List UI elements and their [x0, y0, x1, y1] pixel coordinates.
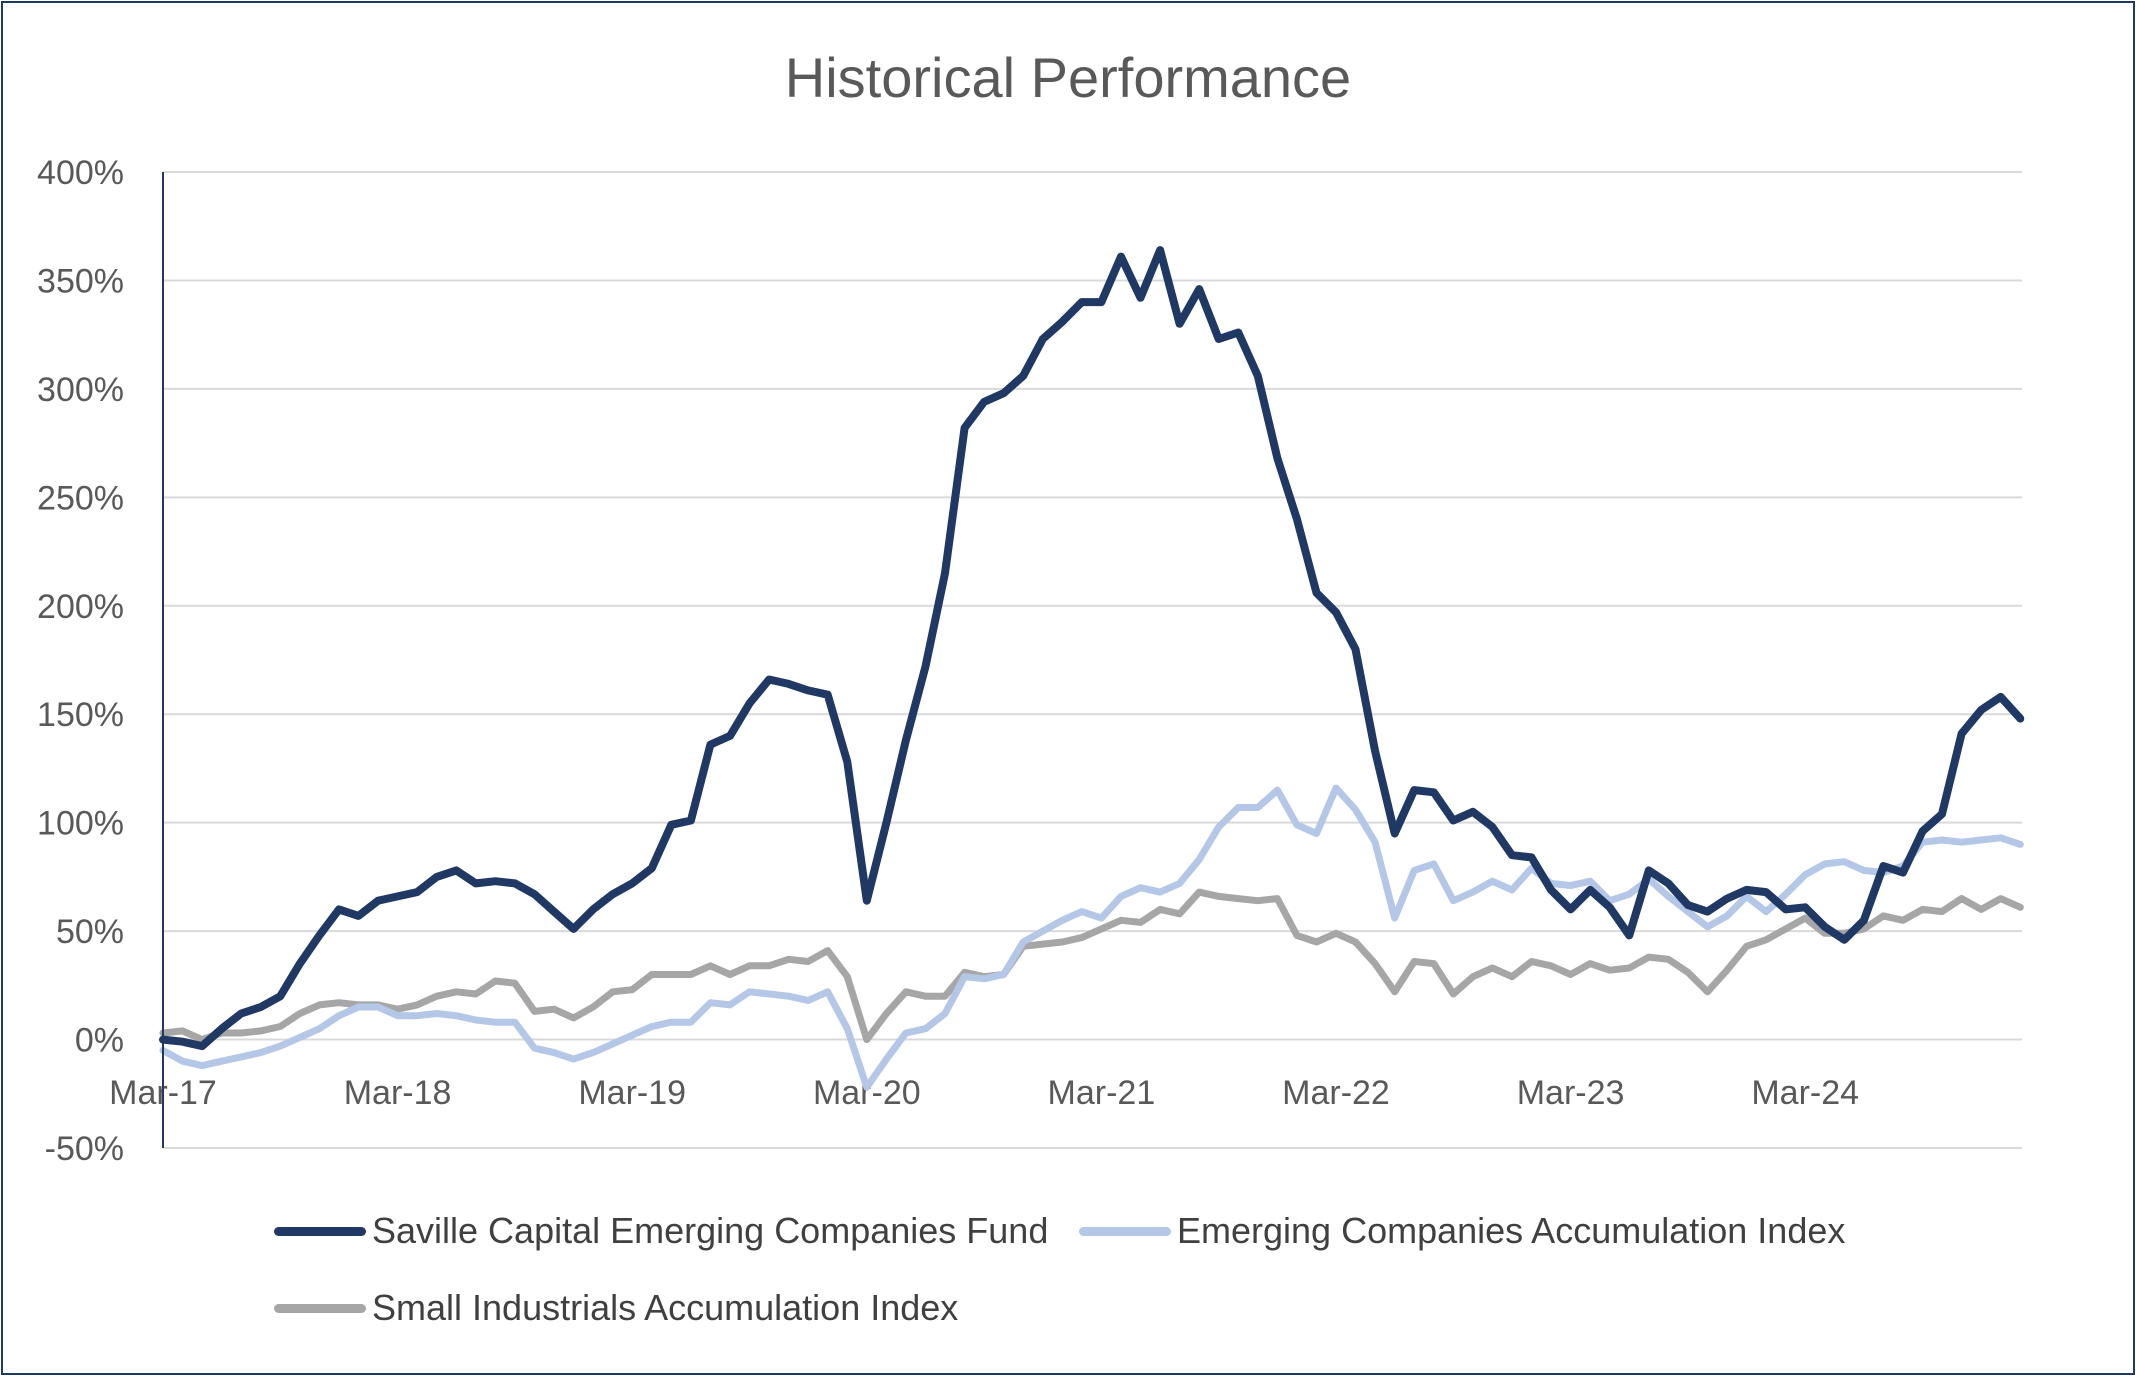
y-tick-label: 150%	[37, 696, 124, 734]
y-tick-label: 250%	[37, 479, 124, 517]
x-tick-label: Mar-18	[344, 1074, 452, 1112]
gridlines	[163, 171, 2022, 1149]
y-tick-label: 200%	[37, 588, 124, 626]
legend-item-emerging-index: Emerging Companies Accumulation Index	[1079, 1210, 1845, 1252]
x-axis-labels: Mar-17 Mar-18 Mar-19 Mar-20 Mar-21 Mar-22 Mar-…	[109, 1074, 1859, 1112]
legend-label-fund: Saville Capital Emerging Companies Fund	[372, 1210, 1049, 1251]
y-tick-label: -50%	[45, 1130, 124, 1168]
y-tick-label: 100%	[37, 805, 124, 843]
legend-item-small-industrials: Small Industrials Accumulation Index	[274, 1287, 958, 1329]
series-line-1	[159, 784, 2024, 1091]
x-tick-label: Mar-21	[1048, 1074, 1156, 1112]
legend-swatch-fund	[274, 1226, 366, 1236]
y-tick-label: 400%	[37, 154, 124, 192]
x-tick-label: Mar-22	[1282, 1074, 1390, 1112]
y-tick-label: 50%	[56, 913, 124, 951]
legend-item-fund: Saville Capital Emerging Companies Fund	[274, 1210, 1048, 1252]
x-tick-label: Mar-19	[578, 1074, 686, 1112]
y-tick-label: 350%	[37, 262, 124, 300]
y-tick-label: 300%	[37, 371, 124, 409]
chart-title: Historical Performance	[785, 46, 1351, 109]
y-tick-label: 0%	[75, 1022, 124, 1060]
x-tick-label: Mar-23	[1517, 1074, 1625, 1112]
legend-swatch-emerging-index	[1079, 1226, 1171, 1236]
legend-swatch-small-industrials	[274, 1303, 366, 1313]
y-axis-labels: -50% 0% 50% 100% 150% 200% 250% 300% 350% 400%	[37, 154, 124, 1168]
series-lines	[159, 246, 2025, 1091]
legend-label-small-industrials: Small Industrials Accumulation Index	[372, 1287, 959, 1328]
series-line-0	[159, 246, 2025, 1051]
series-line-2	[159, 888, 2024, 1044]
legend-label-emerging-index: Emerging Companies Accumulation Index	[1177, 1210, 1846, 1251]
x-tick-label: Mar-24	[1751, 1074, 1859, 1112]
